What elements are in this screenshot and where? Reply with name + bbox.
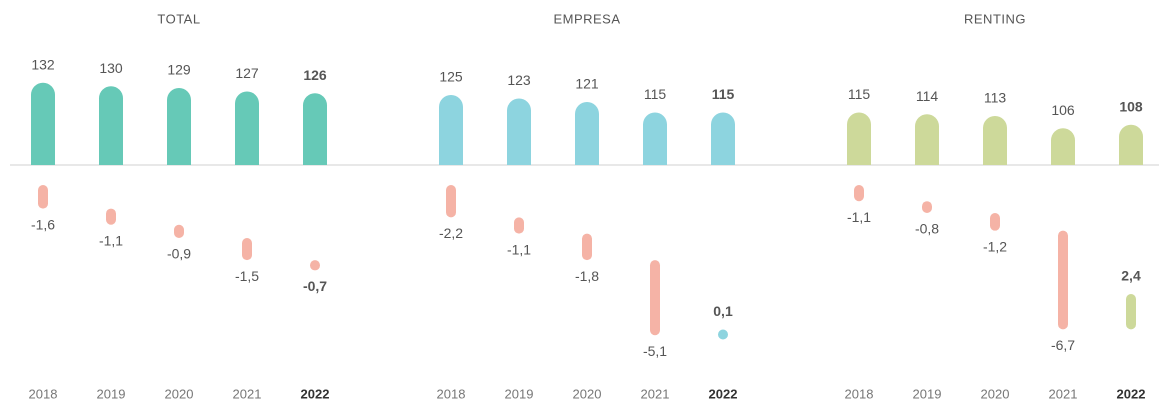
bar	[235, 91, 259, 165]
change-pill	[854, 185, 864, 202]
change-pill	[582, 233, 592, 261]
bar	[643, 112, 667, 165]
value-label: 132	[31, 56, 55, 72]
bar	[575, 102, 599, 165]
value-label: 108	[1119, 98, 1143, 114]
bar	[915, 114, 939, 165]
x-tick-label: 2018	[845, 386, 874, 401]
change-pill	[106, 208, 116, 225]
x-tick-label: 2021	[233, 386, 262, 401]
x-tick-label: 2021	[641, 386, 670, 401]
change-pill	[1126, 293, 1136, 330]
value-label: 126	[303, 67, 327, 83]
change-label: -0,7	[303, 278, 327, 294]
x-tick-label: 2020	[573, 386, 602, 401]
bar	[1051, 128, 1075, 165]
value-label: 125	[439, 69, 463, 85]
change-label: 0,1	[713, 303, 733, 319]
change-pill	[718, 329, 728, 340]
value-label: 123	[507, 72, 531, 88]
change-pill	[990, 212, 1000, 231]
x-tick-label: 2019	[913, 386, 942, 401]
value-label: 115	[848, 86, 871, 102]
x-tick-label: 2022	[301, 386, 330, 401]
change-pill	[310, 260, 320, 271]
change-label: -1,1	[847, 209, 871, 225]
change-label: -5,1	[643, 343, 667, 359]
change-label: -1,1	[99, 232, 123, 248]
change-label: -1,5	[235, 268, 259, 284]
change-pill	[650, 260, 660, 336]
change-label: -0,9	[167, 246, 191, 262]
change-pill	[242, 238, 252, 261]
change-label: -2,2	[439, 225, 463, 241]
value-label: 129	[167, 62, 191, 78]
value-label: 114	[916, 88, 939, 104]
value-label: 115	[712, 86, 735, 102]
x-tick-label: 2018	[29, 386, 58, 401]
change-label: -0,8	[915, 221, 939, 237]
bar	[711, 112, 735, 165]
change-label: -1,6	[31, 216, 55, 232]
bar	[507, 98, 531, 165]
change-pill	[922, 201, 932, 213]
x-tick-label: 2018	[437, 386, 466, 401]
bar	[847, 112, 871, 165]
x-tick-label: 2019	[505, 386, 534, 401]
value-label: 127	[235, 65, 259, 81]
change-label: -1,1	[507, 241, 531, 257]
x-tick-label: 2020	[165, 386, 194, 401]
value-label: 121	[575, 76, 599, 92]
change-label: -1,2	[983, 238, 1007, 254]
bar	[1119, 124, 1143, 165]
bar	[983, 116, 1007, 165]
value-label: 113	[984, 90, 1007, 106]
x-tick-label: 2021	[1049, 386, 1078, 401]
change-label: -6,7	[1051, 337, 1075, 353]
chart-title: EMPRESA	[553, 11, 620, 26]
chart-title: TOTAL	[157, 11, 200, 26]
change-pill	[446, 185, 456, 218]
x-tick-label: 2022	[1117, 386, 1146, 401]
change-pill	[38, 185, 48, 209]
change-label: 2,4	[1121, 268, 1141, 284]
x-tick-label: 2022	[709, 386, 738, 401]
value-label: 115	[644, 86, 667, 102]
value-label: 130	[99, 60, 123, 76]
change-label: -1,8	[575, 268, 599, 284]
change-pill	[1058, 230, 1068, 330]
change-pill	[174, 224, 184, 239]
bar	[31, 82, 55, 165]
bar	[303, 93, 327, 165]
bar	[167, 88, 191, 165]
bar	[99, 86, 123, 165]
x-tick-label: 2020	[981, 386, 1010, 401]
bar	[439, 95, 463, 165]
chart-title: RENTING	[964, 11, 1026, 26]
change-pill	[514, 217, 524, 234]
value-label: 106	[1051, 102, 1075, 118]
x-tick-label: 2019	[97, 386, 126, 401]
